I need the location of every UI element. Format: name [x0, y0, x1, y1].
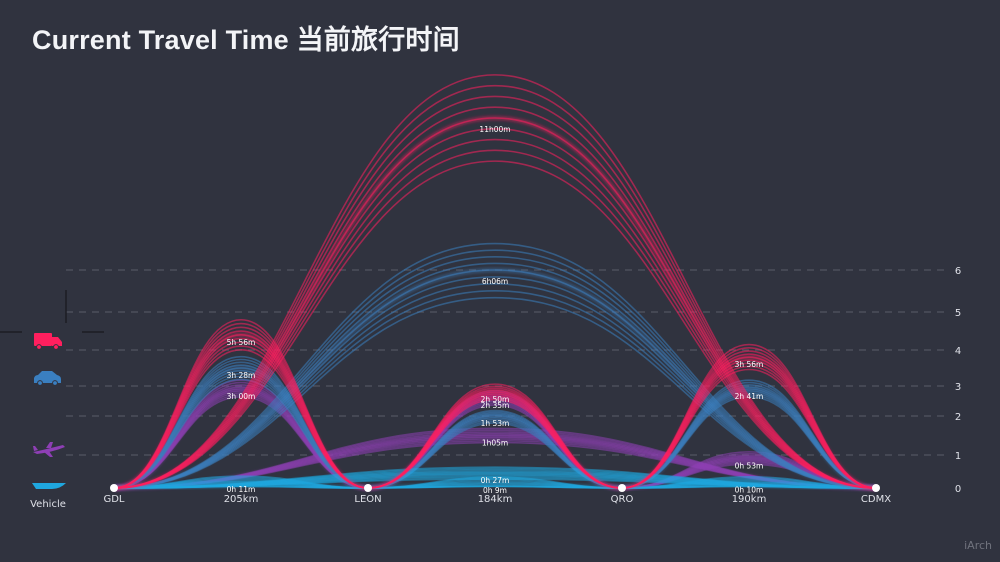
distance-label: 184km — [478, 494, 513, 505]
arc-car-0 — [113, 355, 369, 491]
peak-label: 0h 10m — [735, 486, 764, 495]
arc-glow — [621, 386, 877, 491]
arc-truck-0 — [113, 318, 369, 491]
arc-truck-1 — [367, 383, 623, 491]
boat-icon — [32, 483, 66, 489]
arc-strand — [113, 296, 877, 489]
arc-glow — [113, 365, 369, 491]
peak-label: 3h 00m — [227, 392, 256, 401]
peak-label: 2h 41m — [735, 392, 764, 401]
peak-label: 3h 28m — [227, 371, 256, 380]
peak-label: 0h 9m — [483, 486, 507, 495]
legend: Vehicle — [0, 290, 104, 510]
arc-strand — [113, 242, 877, 489]
peak-label: 0h 27m — [481, 476, 510, 485]
peak-label: 1h 53m — [481, 419, 510, 428]
station-label: CDMX — [861, 494, 891, 505]
distance-label: 205km — [224, 494, 259, 505]
station-marker — [110, 484, 118, 492]
station-marker — [618, 484, 626, 492]
arc-glow — [367, 389, 623, 491]
arc-boat-3 — [113, 466, 877, 491]
station-label: QRO — [611, 494, 634, 505]
arc-car-3 — [113, 242, 877, 491]
arc-glow — [113, 470, 877, 491]
arc-truck-2 — [621, 343, 877, 491]
legend-label: Vehicle — [30, 499, 66, 510]
peak-labels: 5h 56m 2h 50m 3h 56m 11h00m 3h 28m 1h 53m 2h 4… — [227, 125, 764, 495]
station-axis: GDL LEON QRO CDMX 205km 184km 190km — [103, 484, 891, 505]
arc-truck-3 — [113, 74, 877, 491]
station-marker — [364, 484, 372, 492]
peak-label: 5h 56m — [227, 338, 256, 347]
y-tick-label: 5 — [955, 308, 961, 319]
peak-label: 11h00m — [479, 125, 510, 134]
distance-label: 190km — [732, 494, 767, 505]
station-label: GDL — [103, 494, 124, 505]
station-marker — [872, 484, 880, 492]
y-tick-label: 6 — [955, 266, 961, 277]
arc-strand — [113, 149, 877, 489]
arc-glow — [113, 267, 877, 491]
arc-glow — [113, 332, 369, 491]
peak-label: 2h 35m — [481, 401, 510, 410]
arc-strand — [113, 138, 877, 489]
y-tick-label: 2 — [955, 412, 961, 423]
y-tick-label: 4 — [955, 346, 961, 357]
page-title: Current Travel Time 当前旅行时间 — [32, 25, 460, 55]
watermark: iArch — [964, 539, 992, 552]
y-tick-label: 1 — [955, 451, 961, 462]
y-tick-label: 0 — [955, 484, 961, 495]
y-tick-label: 3 — [955, 382, 961, 393]
station-label: LEON — [354, 494, 381, 505]
arc-glow — [113, 386, 369, 491]
plane-icon — [33, 442, 65, 457]
peak-label: 2h 50m — [481, 395, 510, 404]
y-axis-ticks: 0 1 2 3 4 5 6 — [955, 266, 961, 495]
peak-label: 3h 56m — [735, 360, 764, 369]
car-icon — [34, 371, 61, 386]
arc-glow — [113, 115, 877, 491]
peak-label: 0h 53m — [735, 461, 764, 470]
arc-car-2 — [621, 379, 877, 491]
arc-strand — [113, 95, 877, 489]
peak-label: 1h05m — [482, 439, 508, 448]
peak-label: 0h 11m — [227, 485, 256, 494]
truck-icon — [34, 333, 62, 350]
arc-strand — [113, 74, 877, 489]
arc-strand — [113, 249, 877, 489]
arc-glow — [367, 480, 623, 491]
arc-glow — [621, 354, 877, 491]
peak-label: 6h06m — [482, 277, 508, 286]
arc-strand — [113, 160, 877, 489]
arc-series — [113, 74, 877, 491]
arc-strand — [113, 289, 877, 489]
arc-strand — [113, 84, 877, 489]
